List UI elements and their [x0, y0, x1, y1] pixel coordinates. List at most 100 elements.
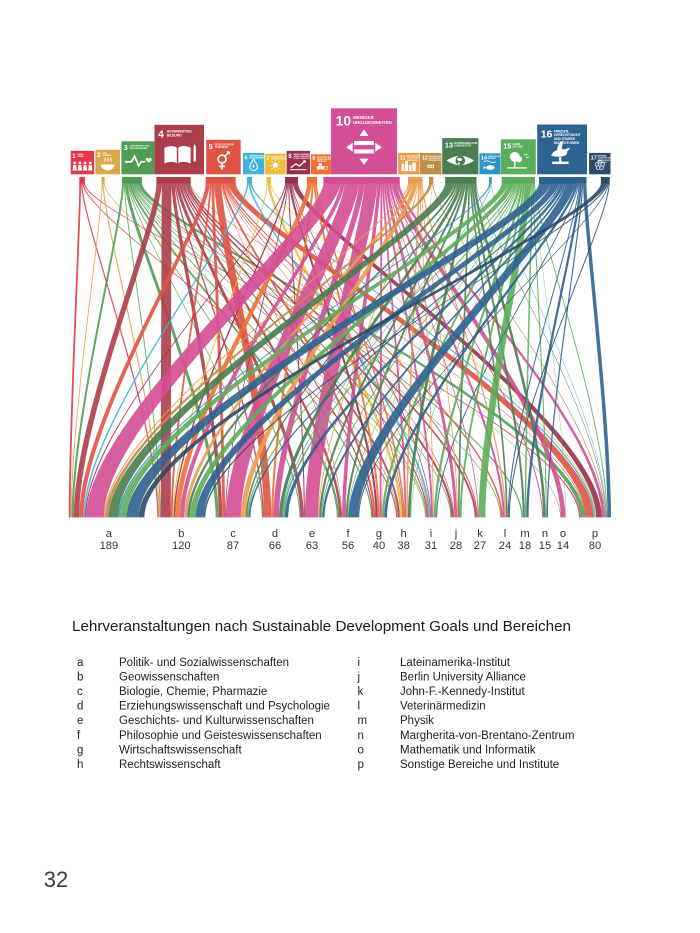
svg-text:INSTITUTIONEN: INSTITUTIONEN	[554, 141, 580, 145]
svg-text:ARBEIT UND WIRT-: ARBEIT UND WIRT-	[293, 155, 310, 158]
svg-text:MASSNAHMEN ZUM: MASSNAHMEN ZUM	[454, 142, 477, 145]
svg-text:LEBEN UNTER: LEBEN UNTER	[488, 156, 501, 158]
svg-text:FRIEDEN,: FRIEDEN,	[554, 129, 569, 133]
svg-text:4: 4	[158, 130, 164, 141]
svg-text:p: p	[358, 759, 364, 771]
svg-text:KEIN: KEIN	[103, 153, 108, 155]
svg-text:VATION UND INFRA-: VATION UND INFRA-	[317, 158, 335, 161]
svg-text:m: m	[358, 715, 368, 727]
svg-text:7: 7	[267, 156, 270, 162]
svg-text:SAUBERE ENERGIE: SAUBERE ENERGIE	[271, 157, 289, 160]
svg-text:e: e	[77, 715, 83, 727]
svg-text:GERECHTIGKEIT: GERECHTIGKEIT	[554, 133, 581, 137]
svg-text:g: g	[376, 528, 382, 540]
svg-text:10: 10	[336, 113, 352, 129]
svg-text:13: 13	[445, 141, 453, 150]
svg-text:b: b	[178, 528, 184, 540]
svg-text:12: 12	[422, 155, 428, 161]
svg-text:NACHHALTIGE/R: NACHHALTIGE/R	[429, 155, 444, 158]
svg-text:PRODUKTION: PRODUKTION	[429, 160, 442, 162]
svg-text:SCHAFTSWACHSTUM: SCHAFTSWACHSTUM	[293, 157, 313, 160]
svg-text:LEBEN: LEBEN	[512, 144, 520, 146]
svg-text:i: i	[430, 528, 433, 540]
svg-text:Berlin University Alliance: Berlin University Alliance	[400, 672, 526, 684]
svg-text:d: d	[77, 701, 83, 713]
svg-text:27: 27	[474, 540, 486, 552]
svg-text:1: 1	[72, 153, 76, 160]
svg-text:WENIGER: WENIGER	[353, 115, 375, 120]
svg-text:15: 15	[539, 540, 551, 552]
svg-text:KONSUM UND: KONSUM UND	[429, 158, 442, 160]
svg-text:Mathematik und Informatik: Mathematik und Informatik	[400, 744, 536, 756]
svg-text:66: 66	[269, 540, 281, 552]
svg-text:14: 14	[481, 156, 488, 162]
svg-text:24: 24	[499, 540, 511, 552]
svg-text:Lehrveranstaltungen nach Susta: Lehrveranstaltungen nach Sustainable Dev…	[72, 618, 571, 635]
svg-text:HOCHWERTIGE: HOCHWERTIGE	[167, 130, 193, 134]
svg-text:Sonstige Bereiche und Institut: Sonstige Bereiche und Institute	[400, 759, 559, 771]
svg-text:56: 56	[342, 540, 354, 552]
svg-text:STRUKTUR: STRUKTUR	[317, 161, 328, 163]
svg-text:38: 38	[397, 540, 409, 552]
svg-text:87: 87	[227, 540, 239, 552]
svg-text:e: e	[309, 528, 315, 540]
svg-text:40: 40	[373, 540, 385, 552]
svg-text:m: m	[520, 528, 529, 540]
svg-text:h: h	[77, 759, 83, 771]
svg-text:j: j	[357, 672, 361, 684]
svg-text:f: f	[77, 730, 81, 742]
svg-text:Philosophie und Geisteswissens: Philosophie und Geisteswissenschaften	[119, 730, 322, 742]
svg-text:GLEICHHEIT: GLEICHHEIT	[215, 147, 229, 149]
svg-text:63: 63	[306, 540, 318, 552]
svg-text:UND SANITÄREINR.: UND SANITÄREINR.	[249, 157, 267, 160]
svg-text:o: o	[358, 744, 364, 756]
svg-text:Veterinärmedizin: Veterinärmedizin	[400, 701, 486, 713]
svg-text:BEZAHLBARE UND: BEZAHLBARE UND	[271, 155, 288, 158]
svg-text:Lateinamerika-Institut: Lateinamerika-Institut	[400, 657, 511, 669]
svg-text:11: 11	[400, 155, 406, 161]
svg-text:9: 9	[312, 156, 315, 162]
svg-text:John-F.-Kennedy-Institut: John-F.-Kennedy-Institut	[400, 686, 525, 698]
svg-text:Politik- und Sozialwissenschaf: Politik- und Sozialwissenschaften	[119, 657, 289, 669]
svg-text:Physik: Physik	[400, 715, 434, 727]
svg-text:KLIMASCHUTZ: KLIMASCHUTZ	[454, 145, 472, 148]
svg-text:GESCHLECHTER-: GESCHLECHTER-	[215, 144, 235, 146]
svg-text:80: 80	[589, 540, 601, 552]
svg-text:18: 18	[519, 540, 531, 552]
svg-text:WASSER: WASSER	[488, 157, 496, 160]
svg-text:UND STARKE: UND STARKE	[554, 137, 576, 141]
svg-text:SAUBERES WASSER: SAUBERES WASSER	[249, 155, 268, 158]
svg-text:Geowissenschaften: Geowissenschaften	[119, 672, 219, 684]
svg-text:Rechtswissenschaft: Rechtswissenschaft	[119, 759, 221, 771]
svg-text:15: 15	[503, 141, 511, 150]
svg-text:8: 8	[288, 153, 292, 160]
svg-text:Biologie, Chemie, Pharmazie: Biologie, Chemie, Pharmazie	[119, 686, 267, 698]
svg-text:∞: ∞	[427, 161, 435, 173]
svg-text:a: a	[77, 657, 84, 669]
svg-text:INDUSTRIE, INNO-: INDUSTRIE, INNO-	[317, 157, 333, 159]
svg-text:5: 5	[209, 142, 213, 151]
svg-text:16: 16	[541, 129, 553, 141]
svg-text:l: l	[358, 701, 361, 713]
svg-text:h: h	[400, 528, 406, 540]
svg-text:GEMEINDEN: GEMEINDEN	[407, 160, 419, 162]
svg-text:k: k	[477, 528, 483, 540]
svg-text:STÄDTE UND: STÄDTE UND	[407, 157, 419, 160]
svg-text:Erziehungswissenschaft und Psy: Erziehungswissenschaft und Psychologie	[119, 701, 330, 713]
svg-text:d: d	[272, 528, 278, 540]
svg-text:l: l	[504, 528, 507, 540]
svg-text:3: 3	[124, 145, 128, 152]
svg-text:o: o	[560, 528, 566, 540]
svg-text:GESUNDHEIT UND: GESUNDHEIT UND	[130, 146, 150, 148]
svg-text:a: a	[106, 528, 113, 540]
svg-text:PARTNER-: PARTNER-	[598, 155, 608, 158]
svg-text:ERREICHUNG: ERREICHUNG	[598, 160, 611, 162]
svg-text:189: 189	[100, 540, 119, 552]
svg-text:28: 28	[450, 540, 462, 552]
svg-text:KEINE: KEINE	[78, 154, 84, 156]
svg-text:AN LAND: AN LAND	[512, 146, 523, 149]
svg-text:ARMUT: ARMUT	[78, 155, 85, 158]
svg-text:BILDUNG: BILDUNG	[167, 133, 182, 137]
svg-text:p: p	[592, 528, 598, 540]
svg-text:NACHHALTIGE: NACHHALTIGE	[407, 155, 421, 158]
